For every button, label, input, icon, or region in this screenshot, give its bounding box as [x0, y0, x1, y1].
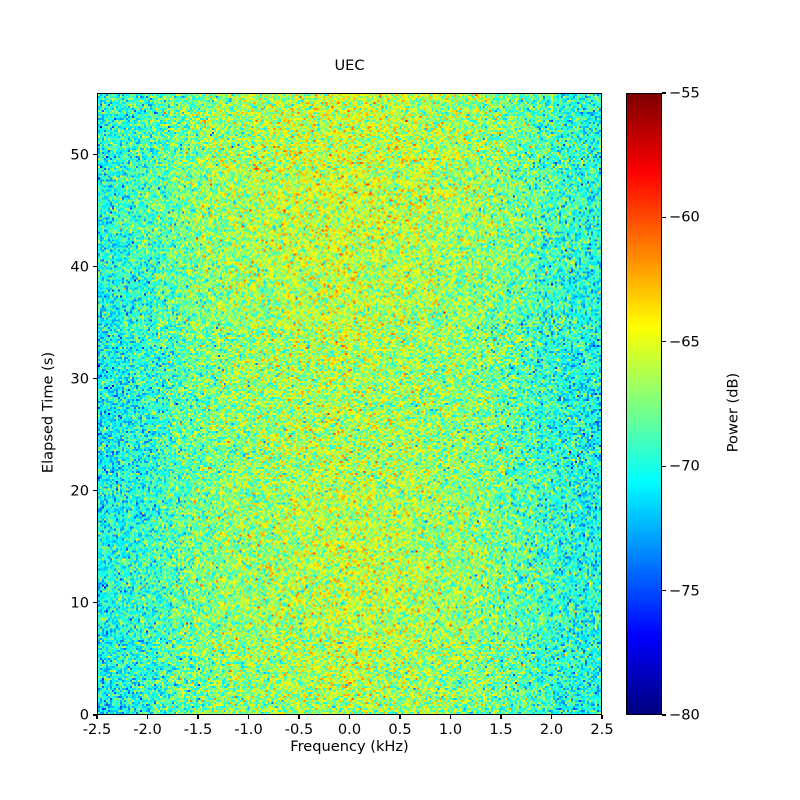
colorbar-tick-mark — [662, 590, 666, 592]
x-tick-label: -2.5 — [82, 721, 112, 738]
y-tick-mark — [93, 154, 97, 156]
spectrogram-axes — [97, 93, 602, 715]
y-tick-mark — [93, 714, 97, 716]
y-tick-mark — [93, 490, 97, 492]
y-tick-label: 0 — [79, 706, 89, 724]
x-tick-mark — [96, 715, 98, 719]
x-tick-label: 2.0 — [539, 721, 564, 738]
x-tick-label: 0.5 — [388, 721, 412, 738]
x-tick-mark — [197, 715, 199, 719]
x-tick-mark — [399, 715, 401, 719]
colorbar-tick-mark — [662, 341, 666, 343]
spectrogram-image — [98, 94, 601, 714]
colorbar-tick-mark — [662, 714, 666, 716]
colorbar-tick-mark — [662, 216, 666, 218]
x-tick-label: 0.0 — [337, 721, 362, 738]
x-tick-mark — [146, 715, 149, 719]
colorbar-tick-label: −70 — [669, 457, 700, 475]
colorbar — [626, 93, 662, 715]
x-tick-label: 2.5 — [590, 721, 614, 738]
y-tick-mark — [93, 266, 97, 268]
y-tick-label: 10 — [70, 594, 89, 612]
x-tick-mark — [298, 715, 300, 719]
y-tick-mark — [93, 378, 97, 380]
x-tick-label: -1.5 — [183, 721, 213, 738]
colorbar-tick-mark — [662, 92, 666, 94]
colorbar-tick-label: −55 — [669, 84, 700, 102]
x-tick-mark — [550, 715, 553, 719]
colorbar-tick-label: −65 — [669, 333, 700, 351]
x-tick-label: -2.0 — [133, 721, 162, 738]
x-tick-label: -0.5 — [284, 721, 314, 738]
y-tick-mark — [93, 602, 97, 604]
colorbar-tick-label: −80 — [669, 706, 700, 724]
y-tick-label: 30 — [70, 370, 89, 388]
x-tick-label: -1.0 — [234, 721, 263, 738]
x-axis-label: Frequency (kHz) — [290, 738, 409, 755]
y-tick-label: 40 — [70, 258, 89, 276]
x-tick-mark — [348, 715, 351, 719]
y-tick-label: 20 — [70, 482, 89, 500]
colorbar-gradient — [627, 94, 661, 714]
x-tick-mark — [500, 715, 502, 719]
x-tick-mark — [601, 715, 603, 719]
colorbar-tick-label: −60 — [669, 208, 700, 226]
y-tick-label: 50 — [70, 146, 89, 164]
x-tick-mark — [449, 715, 452, 719]
x-tick-label: 1.5 — [489, 721, 513, 738]
colorbar-label: Power (dB) — [724, 372, 742, 453]
x-tick-mark — [247, 715, 250, 719]
y-axis-label: Elapsed Time (s) — [39, 351, 57, 474]
colorbar-tick-label: −75 — [669, 582, 700, 600]
title-line-station: UEC — [334, 57, 365, 75]
colorbar-tick-mark — [662, 465, 666, 467]
x-tick-label: 1.0 — [438, 721, 463, 738]
